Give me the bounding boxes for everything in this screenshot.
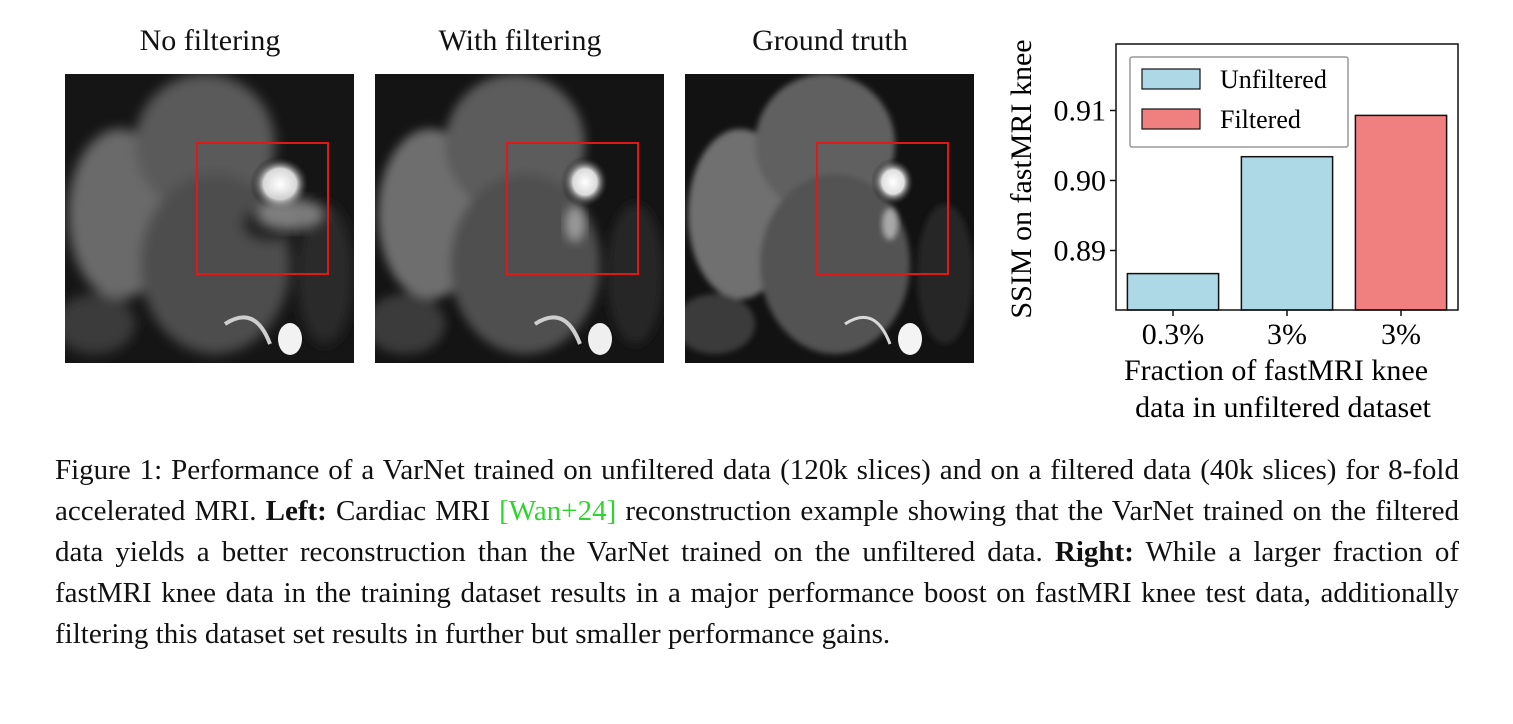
x-axis-label-line1: Fraction of fastMRI knee bbox=[1124, 354, 1428, 387]
panel-title-ground-truth: Ground truth bbox=[752, 24, 908, 57]
y-ticks: 0.89 0.90 0.91 bbox=[1054, 95, 1116, 268]
panel-title-with-filtering: With filtering bbox=[438, 24, 602, 57]
legend-swatch-unfiltered bbox=[1141, 68, 1201, 90]
caption-left-text-continued: reconstruction example showing that the … bbox=[55, 495, 1459, 568]
caption-right-text: While a larger fraction of fastMRI knee … bbox=[55, 536, 1460, 650]
x-tick-label-1: 3% bbox=[1267, 318, 1307, 351]
bar-2 bbox=[1354, 114, 1448, 311]
figure-caption: Figure 1: Performance of a VarNet traine… bbox=[55, 450, 1459, 655]
mri-image-with-filtering bbox=[375, 74, 664, 363]
caption-left-text: Cardiac MRI bbox=[326, 495, 500, 527]
mri-image-no-filtering bbox=[65, 74, 354, 363]
zoom-box bbox=[816, 142, 949, 275]
x-tick-label-2: 3% bbox=[1381, 318, 1421, 351]
y-tick-label-1: 0.90 bbox=[1054, 165, 1107, 198]
zoom-box bbox=[196, 142, 329, 275]
bar-0 bbox=[1126, 272, 1220, 311]
bars-layer bbox=[1126, 114, 1448, 311]
x-tick-label-0: 0.3% bbox=[1142, 318, 1205, 351]
panel-title-no-filtering: No filtering bbox=[139, 24, 281, 57]
caption-right-label: Right: bbox=[1054, 536, 1134, 568]
x-ticks: 0.3% 3% 3% bbox=[1142, 310, 1421, 351]
legend-label-unfiltered: Unfiltered bbox=[1220, 65, 1327, 94]
zoom-box bbox=[506, 142, 639, 275]
y-tick-label-0: 0.89 bbox=[1054, 235, 1107, 268]
legend-swatch-filtered bbox=[1141, 108, 1201, 130]
citation-link[interactable]: [Wan+24] bbox=[499, 495, 617, 527]
legend: Unfiltered Filtered bbox=[1129, 56, 1349, 148]
y-tick-label-2: 0.91 bbox=[1054, 95, 1107, 128]
ssim-bar-chart: 0.89 0.90 0.91 0.3% 3% 3% SSIM on fastMRI kn… bbox=[1005, 39, 1459, 424]
caption-left-label: Left: bbox=[265, 495, 327, 527]
mri-image-ground-truth bbox=[685, 74, 974, 363]
x-axis-label-line2: data in unfiltered dataset bbox=[1135, 391, 1431, 424]
legend-label-filtered: Filtered bbox=[1220, 105, 1301, 134]
caption-intro: Figure 1: Performance of a VarNet traine… bbox=[55, 454, 1459, 527]
bar-1 bbox=[1240, 155, 1334, 311]
y-axis-label: SSIM on fastMRI knee bbox=[1005, 39, 1038, 318]
